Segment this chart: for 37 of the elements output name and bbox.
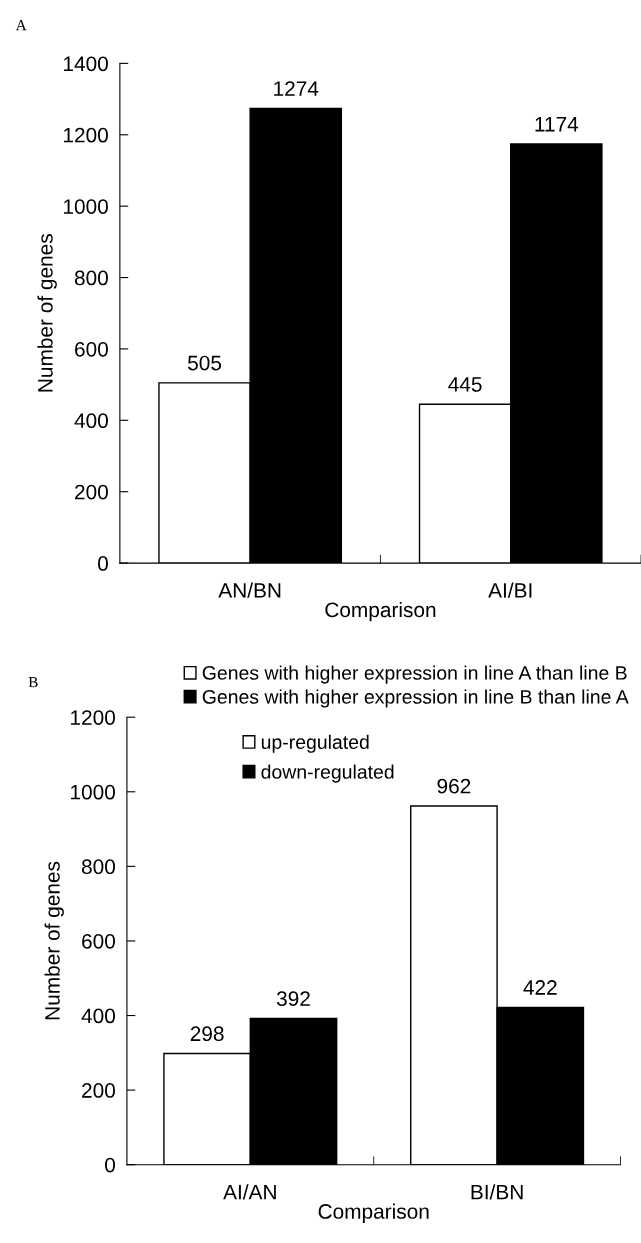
y-tick-label: 200: [82, 1083, 115, 1098]
y-tick-label: 1200: [71, 710, 115, 725]
y-tick-label: 600: [75, 341, 108, 357]
x-tick-label: AI/BI: [488, 582, 532, 598]
y-tick-label: 0: [97, 556, 108, 571]
y-axis-title: Number of genes: [37, 234, 57, 392]
legend-label: up-regulated: [261, 734, 369, 753]
y-tick-label: 200: [75, 484, 108, 500]
y-tick-label: 1400: [64, 56, 108, 72]
y-tick-label: 800: [74, 270, 108, 286]
data-label: 392: [276, 991, 310, 1007]
y-tick-label: 1000: [64, 199, 108, 214]
data-label: 1174: [535, 117, 579, 132]
chart-title: A: [15, 20, 27, 31]
chart-title: B: [28, 677, 38, 688]
data-label: 422: [523, 980, 557, 995]
y-tick-label: 1200: [64, 127, 108, 143]
y-tick-label: 400: [74, 413, 108, 429]
legend-label: Genes with higher expression in line B than line A: [202, 689, 629, 708]
x-tick-label: BI/BN: [471, 1184, 523, 1200]
data-label: 1274: [274, 81, 319, 96]
x-tick-label: AN/BN: [218, 582, 281, 598]
data-label: 962: [437, 778, 471, 794]
data-label: 505: [188, 355, 222, 371]
y-tick-label: 400: [81, 1008, 115, 1024]
data-label: 298: [190, 1026, 224, 1042]
data-label: 445: [448, 377, 482, 392]
y-tick-label: 800: [81, 859, 115, 875]
legend-label: down-regulated: [261, 764, 394, 783]
y-tick-label: 0: [105, 1157, 115, 1173]
x-tick-label: AI/AN: [223, 1184, 276, 1200]
x-axis-title: Comparison: [325, 601, 436, 622]
y-tick-label: 600: [82, 933, 115, 949]
y-axis-title: Number of genes: [44, 861, 64, 1020]
legend-label: Genes with higher expression in line A than line B: [202, 665, 627, 684]
y-tick-label: 1000: [71, 784, 115, 800]
x-axis-title: Comparison: [318, 1203, 429, 1223]
